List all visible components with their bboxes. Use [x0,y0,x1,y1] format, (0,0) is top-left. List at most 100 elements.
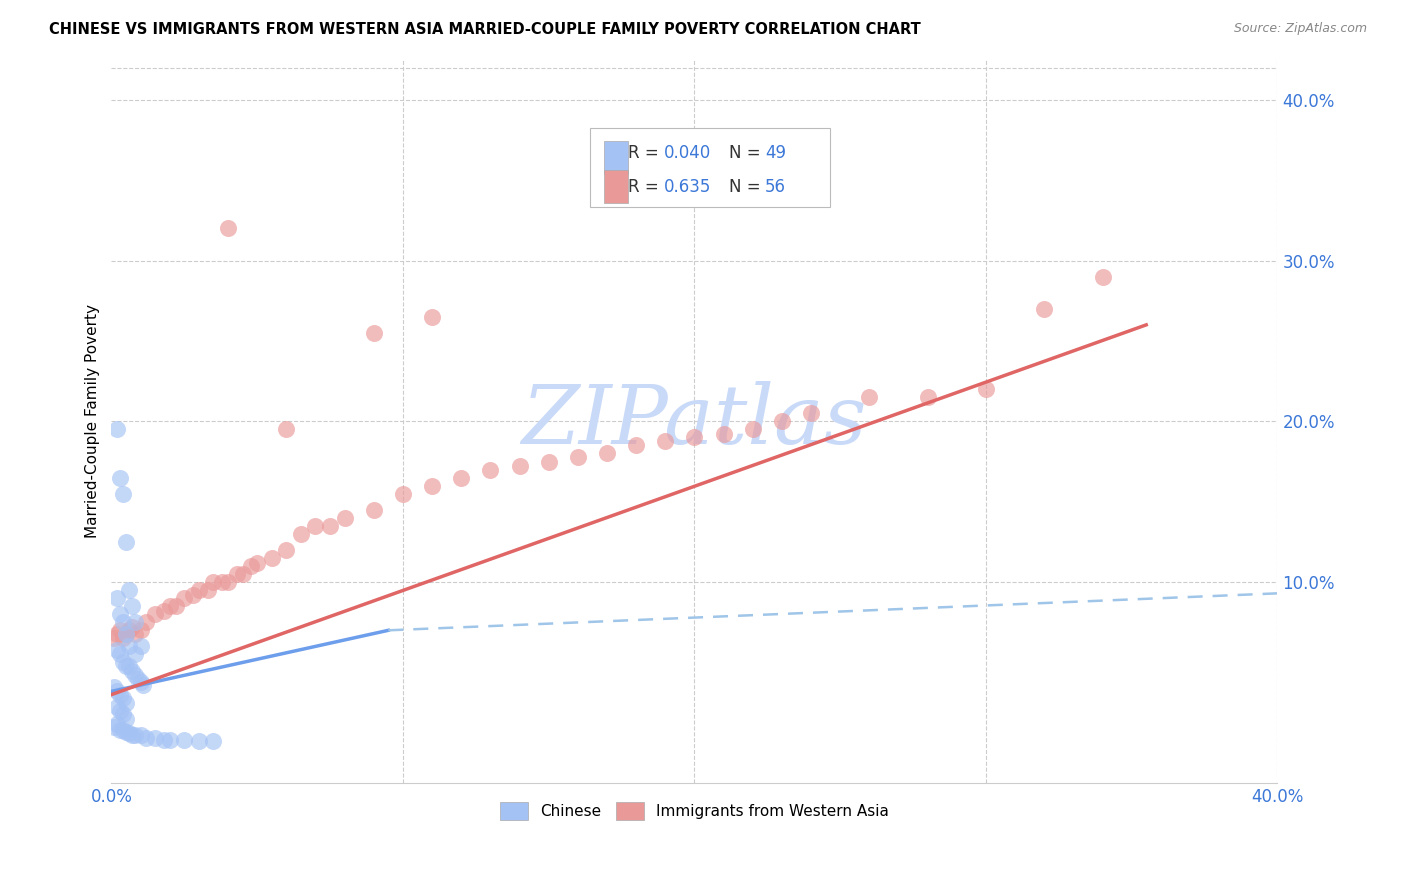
Point [392,486,415,500]
Point [683,430,706,444]
Point [165,599,187,614]
Text: 49: 49 [765,144,786,162]
Point [246,556,269,570]
Point [124,668,146,682]
Point [800,406,823,420]
Point [112,690,135,705]
Point [115,626,138,640]
Text: N =: N = [728,144,766,162]
Point [105,642,128,657]
Y-axis label: Married-Couple Family Poverty: Married-Couple Family Poverty [86,304,100,538]
Point [115,724,138,739]
Point [202,575,225,590]
Point [420,310,443,324]
Point [108,704,131,718]
Point [143,607,166,622]
Point [217,575,239,590]
Point [135,731,157,745]
Point [1033,301,1056,316]
Point [173,591,195,606]
Point [129,728,152,742]
Point [596,446,619,460]
Point [304,518,326,533]
Point [108,470,131,484]
Point [105,422,128,436]
Point [105,591,128,606]
Point [108,624,131,638]
Point [108,688,131,702]
Point [124,648,146,662]
Point [232,567,254,582]
Point [118,658,141,673]
Point [115,535,138,549]
Point [197,583,219,598]
Point [135,615,157,630]
Point [121,620,143,634]
Point [159,599,181,614]
Point [112,632,135,646]
Point [363,502,385,516]
Point [276,543,298,558]
Point [858,390,880,404]
Point [112,656,135,670]
Point [713,427,735,442]
Point [108,723,131,737]
Point [450,470,472,484]
Text: N =: N = [728,178,766,196]
Text: R =: R = [628,178,664,196]
Point [112,615,135,630]
Point [187,734,209,748]
Point [567,450,589,464]
Point [115,712,138,726]
Point [153,732,176,747]
Text: Source: ZipAtlas.com: Source: ZipAtlas.com [1233,22,1367,36]
Point [181,588,204,602]
Point [105,684,128,698]
Text: R =: R = [628,144,664,162]
Point [225,567,247,582]
Point [112,486,135,500]
Point [741,422,763,436]
Point [105,716,128,731]
Text: CHINESE VS IMMIGRANTS FROM WESTERN ASIA MARRIED-COUPLE FAMILY POVERTY CORRELATIO: CHINESE VS IMMIGRANTS FROM WESTERN ASIA … [49,22,921,37]
Point [260,551,283,566]
Point [211,575,233,590]
Point [537,454,560,468]
Point [420,478,443,492]
Point [118,726,141,740]
Point [121,664,143,678]
Point [103,720,125,734]
Point [121,728,143,742]
Point [124,728,146,742]
Point [153,604,176,618]
Point [115,658,138,673]
Point [103,680,125,694]
Point [129,624,152,638]
Point [319,518,342,533]
Point [654,434,676,448]
Point [118,624,141,638]
Point [508,459,530,474]
Text: 0.040: 0.040 [664,144,711,162]
Point [105,626,128,640]
Point [217,221,239,235]
Point [132,678,155,692]
Legend: Chinese, Immigrants from Western Asia: Chinese, Immigrants from Western Asia [494,797,894,826]
Point [770,414,793,428]
Text: 0.635: 0.635 [664,178,711,196]
Point [290,526,312,541]
Point [108,648,131,662]
Point [129,674,152,689]
Point [103,632,125,646]
Point [124,615,146,630]
Point [479,462,502,476]
Point [115,626,138,640]
Point [127,672,149,686]
Point [159,732,181,747]
Point [112,706,135,721]
Point [129,640,152,654]
Point [187,583,209,598]
Point [917,390,939,404]
Point [105,700,128,714]
Point [121,599,143,614]
